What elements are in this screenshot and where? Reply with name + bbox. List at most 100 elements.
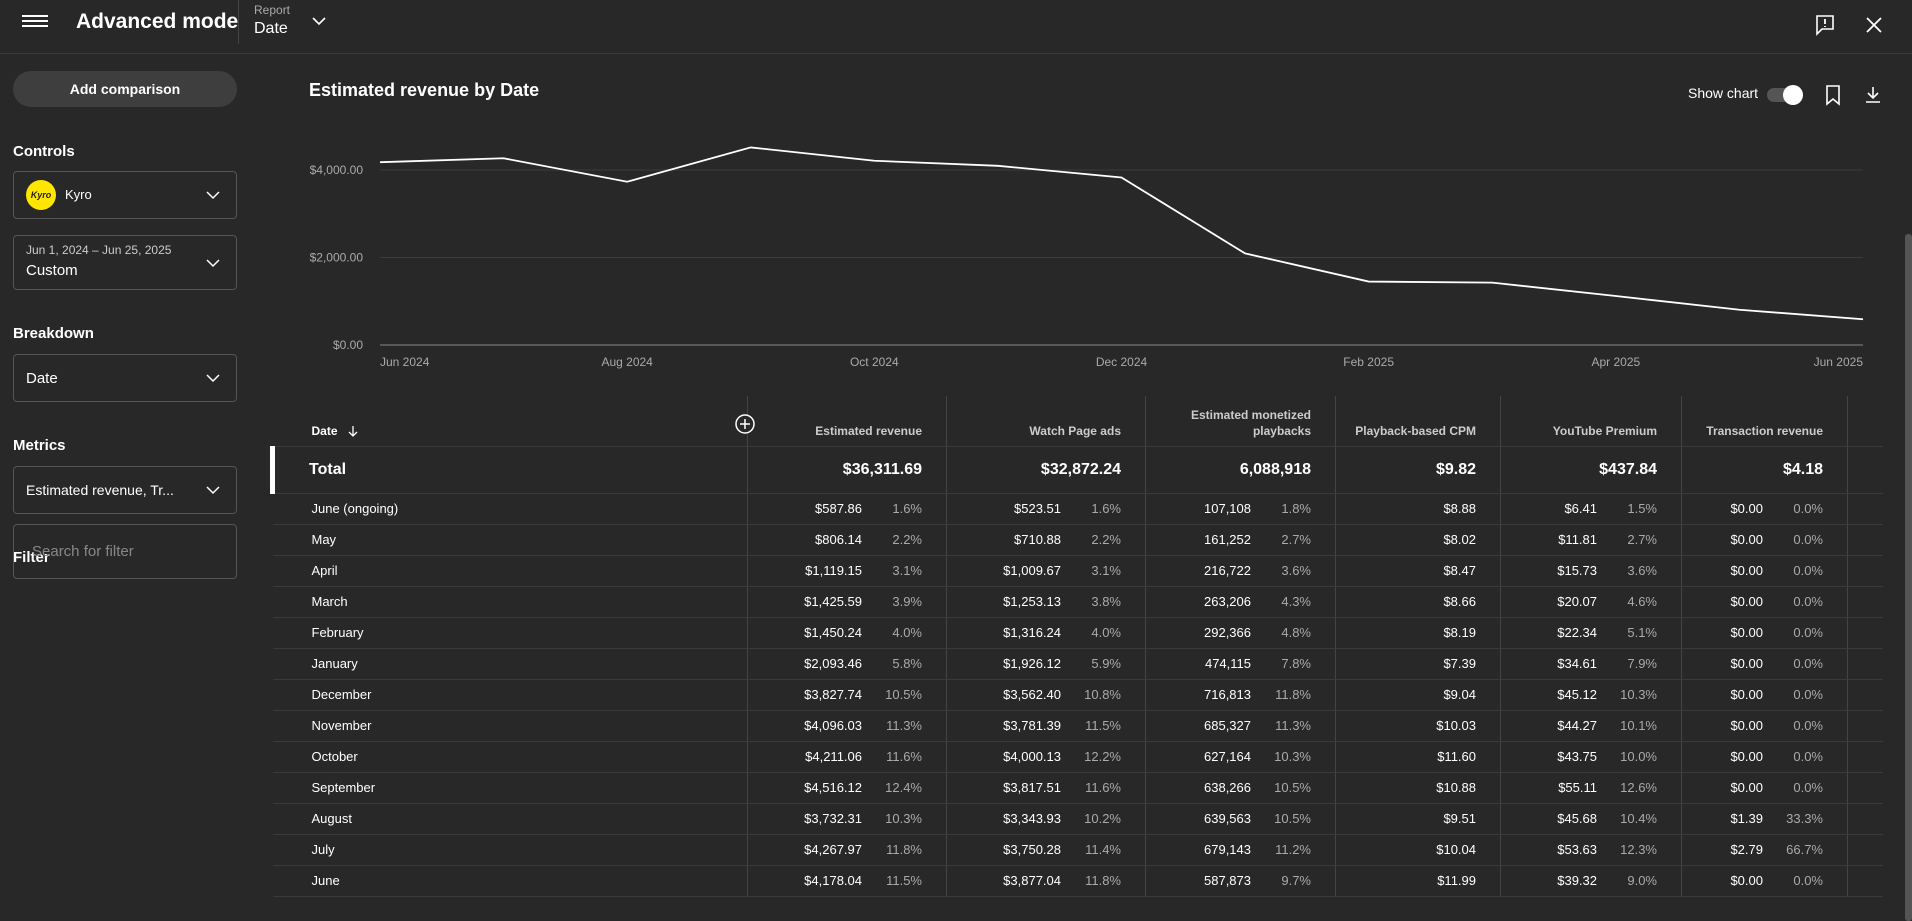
table-row[interactable]: December $3,827.74 10.5% $3,562.40 10.8% 716,…	[272, 679, 1883, 711]
cell-transaction-revenue: $0.00 0.0%	[1681, 865, 1848, 897]
table-row[interactable]: July $4,267.97 11.8% $3,750.28 11.4% 679,143 1…	[272, 834, 1883, 866]
controls-label: Controls	[13, 143, 75, 160]
column-header-youtube-premium[interactable]: YouTube Premium	[1500, 396, 1682, 447]
column-header-playback-cpm[interactable]: Playback-based CPM	[1335, 396, 1501, 447]
column-header-date[interactable]: Date	[272, 396, 748, 447]
column-header-watch-page-ads[interactable]: Watch Page ads	[946, 396, 1146, 447]
cell-percent: 0.0%	[1793, 656, 1823, 671]
table-row[interactable]: August $3,732.31 10.3% $3,343.93 10.2% 639,56…	[272, 803, 1883, 835]
cell-value: $1,119.15	[805, 563, 862, 578]
cell-percent: 11.3%	[886, 718, 922, 733]
row-spacer	[1847, 493, 1883, 525]
show-chart-toggle[interactable]	[1767, 85, 1803, 105]
cell-youtube-premium: $45.12 10.3%	[1500, 679, 1682, 711]
cell-watch-page-ads: $3,817.51 11.6%	[946, 772, 1146, 804]
cell-percent: 10.5%	[885, 687, 922, 702]
feedback-icon[interactable]	[1813, 13, 1837, 37]
cell-value: $43.75	[1557, 749, 1597, 764]
cell-value: 292,366	[1204, 625, 1251, 640]
table-row[interactable]: September $4,516.12 12.4% $3,817.51 11.6% 638…	[272, 772, 1883, 804]
cell-monetized-playbacks: 587,873 9.7%	[1145, 865, 1336, 897]
cell-playback-cpm: $10.04	[1335, 834, 1501, 866]
cell-value: $1,926.12	[1003, 656, 1061, 671]
add-circle-icon[interactable]	[734, 413, 756, 435]
cell-percent: 7.8%	[1281, 656, 1311, 671]
cell-monetized-playbacks: 107,108 1.8%	[1145, 493, 1336, 525]
cell-monetized-playbacks: 638,266 10.5%	[1145, 772, 1336, 804]
menu-icon[interactable]	[22, 12, 48, 32]
cell-transaction-revenue: $0.00 0.0%	[1681, 679, 1848, 711]
chevron-down-icon	[206, 191, 220, 200]
table-row[interactable]: October $4,211.06 11.6% $4,000.13 12.2% 627,1…	[272, 741, 1883, 773]
arrow-down-icon[interactable]	[347, 425, 359, 438]
chart-title: Estimated revenue by Date	[309, 80, 540, 100]
cell-value: $3,781.39	[1003, 718, 1061, 733]
filter-search-input[interactable]	[13, 524, 237, 579]
cell-value: $4,267.97	[804, 842, 862, 857]
cell-value: $55.11	[1558, 780, 1597, 795]
table-row[interactable]: May $806.14 2.2% $710.88 2.2% 161,252 2.7% $8.0…	[272, 524, 1883, 556]
cell-value: 716,813	[1204, 687, 1251, 702]
row-spacer	[1847, 679, 1883, 711]
cell-percent: 10.5%	[1274, 780, 1311, 795]
table-row[interactable]: April $1,119.15 3.1% $1,009.67 3.1% 216,722 3.…	[272, 555, 1883, 587]
column-header-monetized-playbacks[interactable]: Estimated monetized playbacks	[1145, 396, 1336, 447]
cell-percent: 3.8%	[1091, 594, 1121, 609]
channel-selector[interactable]: Kyro Kyro	[13, 171, 237, 219]
cell-monetized-playbacks: 685,327 11.3%	[1145, 710, 1336, 742]
cell-value: $8.47	[1443, 563, 1476, 578]
cell-value: 639,563	[1204, 811, 1251, 826]
y-tick-label: $2,000.00	[310, 251, 364, 265]
table-row[interactable]: January $2,093.46 5.8% $1,926.12 5.9% 474,115…	[272, 648, 1883, 680]
cell-percent: 9.7%	[1281, 873, 1311, 888]
close-icon[interactable]	[1862, 13, 1886, 37]
cell-percent: 66.7%	[1786, 842, 1823, 857]
table-row[interactable]: March $1,425.59 3.9% $1,253.13 3.8% 263,206 4.…	[272, 586, 1883, 618]
cell-watch-page-ads: $3,750.28 11.4%	[946, 834, 1146, 866]
table-header-row: Date Estimated revenue Watch Page ads Es…	[272, 396, 1883, 447]
cell-youtube-premium: $43.75 10.0%	[1500, 741, 1682, 773]
cell-estimated-revenue: $4,516.12 12.4%	[747, 772, 947, 804]
cell-percent: 0.0%	[1793, 532, 1823, 547]
cell-value: $15.73	[1557, 563, 1597, 578]
row-spacer	[1847, 555, 1883, 587]
column-header-estimated-revenue[interactable]: Estimated revenue	[747, 396, 947, 447]
page-scrollbar[interactable]	[1905, 234, 1912, 921]
cell-percent: 7.9%	[1627, 656, 1657, 671]
cell-percent: 10.2%	[1084, 811, 1121, 826]
cell-watch-page-ads: $523.51 1.6%	[946, 493, 1146, 525]
table-row[interactable]: June (ongoing) $587.86 1.6% $523.51 1.6% 107,…	[272, 493, 1883, 525]
cell-youtube-premium: $53.63 12.3%	[1500, 834, 1682, 866]
cell-estimated-revenue: $806.14 2.2%	[747, 524, 947, 556]
cell-value: $1,316.24	[1003, 625, 1061, 640]
cell-watch-page-ads: $3,562.40 10.8%	[946, 679, 1146, 711]
row-date: September	[272, 772, 748, 804]
cell-estimated-revenue: $3,732.31 10.3%	[747, 803, 947, 835]
show-chart-label: Show chart	[1688, 85, 1759, 101]
cell-value: $4,211.06	[805, 749, 862, 764]
cell-value: $1,450.24	[804, 625, 862, 640]
cell-value: $0.00	[1730, 718, 1763, 733]
table-row[interactable]: June $4,178.04 11.5% $3,877.04 11.8% 587,873 9…	[272, 865, 1883, 897]
metrics-selector[interactable]: Estimated revenue, Tr...	[13, 466, 237, 514]
cell-youtube-premium: $44.27 10.1%	[1500, 710, 1682, 742]
cell-monetized-playbacks: 716,813 11.8%	[1145, 679, 1336, 711]
cell-value: $710.88	[1014, 532, 1061, 547]
breakdown-selector[interactable]: Date	[13, 354, 237, 402]
date-range-selector[interactable]: Jun 1, 2024 – Jun 25, 2025 Custom	[13, 235, 237, 290]
table-row[interactable]: November $4,096.03 11.3% $3,781.39 11.5% 685,…	[272, 710, 1883, 742]
cell-value: $3,732.31	[804, 811, 862, 826]
total-youtube-premium: $437.84	[1500, 446, 1682, 494]
cell-value: $8.19	[1443, 625, 1476, 640]
column-header-transaction-revenue[interactable]: Transaction revenue	[1681, 396, 1848, 447]
cell-percent: 12.3%	[1620, 842, 1657, 857]
add-comparison-button[interactable]: Add comparison	[13, 71, 237, 107]
cell-percent: 1.6%	[1091, 501, 1121, 516]
download-icon[interactable]	[1861, 83, 1885, 107]
cell-value: $1.39	[1730, 811, 1763, 826]
row-date: July	[272, 834, 748, 866]
table-row[interactable]: February $1,450.24 4.0% $1,316.24 4.0% 292,36…	[272, 617, 1883, 649]
chevron-down-icon[interactable]	[310, 12, 328, 30]
bookmark-icon[interactable]	[1821, 83, 1845, 107]
cell-value: $11.60	[1437, 749, 1476, 764]
